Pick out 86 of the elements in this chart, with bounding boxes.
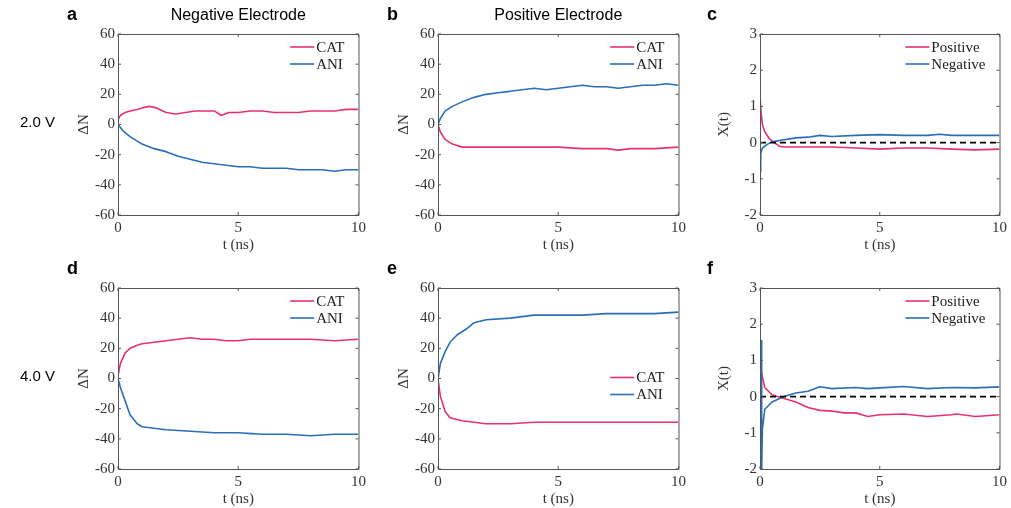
y-tick-label: -40 — [415, 175, 435, 192]
legend-label: Negative — [931, 309, 986, 326]
x-axis-title: t (ns) — [864, 489, 896, 507]
y-tick-label: -20 — [415, 399, 435, 416]
y-tick-label: 20 — [420, 85, 435, 102]
text: b — [387, 4, 398, 25]
y-tick-label: 60 — [420, 278, 435, 295]
x-axis-title: t (ns) — [864, 235, 896, 253]
x-axis-title: t (ns) — [542, 235, 574, 253]
text: 4.0 V — [20, 367, 56, 384]
y-axis-title: X(t) — [714, 366, 732, 391]
chart-title: Positive Electrode — [494, 6, 623, 24]
text: d — [67, 258, 78, 279]
y-tick-label: 0 — [427, 369, 435, 386]
text: c — [707, 4, 718, 25]
x-tick-label: 5 — [876, 218, 884, 235]
y-axis-title: ΔN — [74, 368, 91, 389]
x-tick-label: 10 — [992, 472, 1007, 489]
y-tick-label: 40 — [100, 55, 115, 72]
y-tick-label: -60 — [415, 459, 435, 476]
y-tick-label: 60 — [100, 278, 115, 295]
legend-label: CAT — [636, 369, 665, 386]
legend-label: ANI — [316, 309, 343, 326]
x-axis-title: t (ns) — [542, 489, 574, 507]
x-tick-label: 10 — [671, 218, 686, 235]
y-tick-label: 40 — [420, 309, 435, 326]
x-tick-label: 10 — [671, 472, 686, 489]
x-tick-label: 5 — [234, 218, 242, 235]
legend-label: ANI — [636, 55, 663, 72]
y-tick-label: 3 — [749, 278, 757, 295]
text: a — [67, 4, 78, 25]
x-tick-label: 10 — [992, 218, 1007, 235]
y-axis-title: ΔN — [394, 368, 411, 389]
y-tick-label: 1 — [749, 351, 757, 368]
y-tick-label: 0 — [107, 369, 115, 386]
y-tick-label: -40 — [95, 175, 115, 192]
y-tick-label: 0 — [749, 133, 757, 150]
legend-label: Negative — [931, 55, 986, 72]
y-tick-label: -60 — [95, 459, 115, 476]
y-tick-label: -1 — [744, 423, 757, 440]
y-tick-label: 40 — [100, 309, 115, 326]
legend-label: CAT — [316, 38, 345, 55]
legend-label: ANI — [636, 386, 663, 403]
legend-label: CAT — [316, 292, 345, 309]
y-tick-label: 1 — [749, 97, 757, 114]
y-tick-label: 20 — [100, 339, 115, 356]
text: f — [707, 258, 713, 279]
y-tick-label: 2 — [749, 315, 757, 332]
x-tick-label: 5 — [554, 472, 562, 489]
y-tick-label: 60 — [420, 24, 435, 41]
y-tick-label: -2 — [744, 459, 757, 476]
y-tick-label: 0 — [749, 387, 757, 404]
chart-title: Negative Electrode — [170, 6, 306, 24]
y-tick-label: -40 — [415, 429, 435, 446]
y-tick-label: -40 — [95, 429, 115, 446]
x-tick-label: 10 — [351, 472, 366, 489]
y-tick-label: 20 — [100, 85, 115, 102]
y-tick-label: 0 — [107, 115, 115, 132]
legend-label: Positive — [931, 292, 981, 309]
x-tick-label: 5 — [554, 218, 562, 235]
x-axis-title: t (ns) — [222, 489, 254, 507]
legend-label: Positive — [931, 38, 981, 55]
text: 2.0 V — [20, 113, 56, 130]
legend-label: ANI — [316, 55, 343, 72]
y-tick-label: 20 — [420, 339, 435, 356]
text: e — [387, 258, 398, 279]
y-tick-label: 3 — [749, 24, 757, 41]
y-axis-title: X(t) — [714, 112, 732, 137]
y-tick-label: -20 — [95, 145, 115, 162]
y-tick-label: -60 — [415, 205, 435, 222]
y-tick-label: 40 — [420, 55, 435, 72]
y-tick-label: -1 — [744, 169, 757, 186]
x-tick-label: 10 — [351, 218, 366, 235]
x-tick-label: 5 — [234, 472, 242, 489]
y-tick-label: -60 — [95, 205, 115, 222]
y-axis-title: ΔN — [394, 114, 411, 135]
y-tick-label: 60 — [100, 24, 115, 41]
y-tick-label: 0 — [427, 115, 435, 132]
y-tick-label: 2 — [749, 61, 757, 78]
y-tick-label: -20 — [415, 145, 435, 162]
x-tick-label: 5 — [876, 472, 884, 489]
y-axis-title: ΔN — [74, 114, 91, 135]
y-tick-label: -20 — [95, 399, 115, 416]
x-axis-title: t (ns) — [222, 235, 254, 253]
y-tick-label: -2 — [744, 205, 757, 222]
legend-label: CAT — [636, 38, 665, 55]
